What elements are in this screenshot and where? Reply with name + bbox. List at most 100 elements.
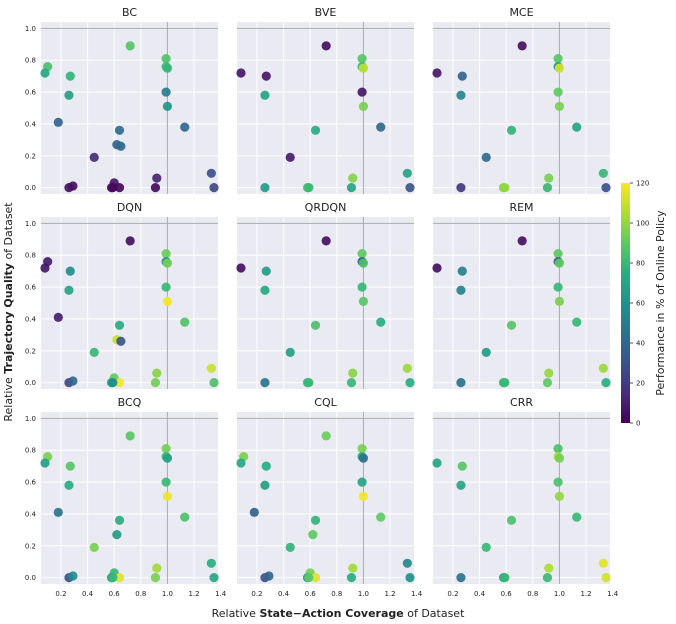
data-point [432, 263, 442, 273]
data-point [348, 563, 358, 573]
data-point [506, 320, 517, 330]
data-point [152, 368, 162, 378]
x-tick-label: 1.2 [384, 590, 395, 598]
data-point [544, 173, 554, 183]
data-point [236, 263, 246, 273]
data-point [114, 183, 125, 193]
panel-background [237, 217, 414, 389]
data-point [68, 181, 78, 191]
data-point [125, 431, 135, 441]
data-point [89, 542, 99, 552]
x-tick-label: 0.2 [447, 590, 458, 598]
data-point [348, 173, 358, 183]
y-tick-label: 0.8 [25, 57, 36, 65]
y-tick-label: 1.0 [25, 220, 36, 228]
data-point [598, 168, 608, 178]
panel-title: BVE [315, 6, 337, 19]
data-point [162, 491, 173, 502]
x-tick-label: 0.8 [527, 590, 538, 598]
data-point [432, 458, 442, 468]
colorbar-tick-label: 0 [636, 420, 640, 428]
data-point [432, 68, 442, 78]
data-point [456, 378, 466, 388]
data-point [321, 431, 331, 441]
data-point [65, 266, 75, 276]
panel-background [433, 22, 610, 194]
data-point [236, 68, 246, 78]
data-point [402, 558, 412, 568]
data-point [456, 480, 466, 490]
data-point [554, 101, 565, 112]
data-point [481, 542, 491, 552]
data-point [601, 183, 611, 193]
data-point [180, 317, 190, 327]
data-point [152, 173, 162, 183]
data-point [456, 285, 466, 295]
panels-group: BC 0.0 0.2 0.4 0.6 0.8 1.0 BVE MCE DQN 0.0 0.2 0.4 0.… [25, 6, 619, 598]
y-tick-label: 0.2 [25, 542, 36, 550]
data-point [358, 296, 369, 307]
data-point [162, 296, 173, 307]
data-point [553, 444, 563, 454]
data-point [376, 512, 386, 522]
data-point [405, 573, 415, 583]
data-point [108, 378, 118, 388]
panel-title: MCE [509, 6, 533, 19]
y-axis-label: Relative Trajectory Quality of Dataset [2, 202, 15, 422]
data-point [236, 458, 246, 468]
data-point [260, 90, 270, 100]
panel-title: REM [509, 201, 533, 214]
data-point [206, 558, 216, 568]
data-point [310, 125, 321, 135]
data-point [457, 461, 467, 471]
data-point [180, 512, 190, 522]
data-point [260, 378, 270, 388]
data-point [304, 378, 314, 388]
data-point [53, 312, 63, 322]
data-point [125, 41, 135, 51]
colorbar: 0 20 40 60 80 100 120 [621, 180, 649, 428]
data-point [304, 573, 314, 583]
y-tick-label: 0.2 [25, 152, 36, 160]
x-tick-label: 1.4 [607, 590, 619, 598]
data-point [308, 530, 318, 540]
data-point [553, 249, 563, 259]
data-point [53, 117, 63, 127]
data-point [554, 63, 565, 73]
data-point [260, 285, 270, 295]
panel-bcq: BCQ 0.0 0.2 0.4 0.6 0.8 1.0 0.2 0.4 0.6 0.8 1.0 1.2 1… [25, 396, 227, 598]
data-point [598, 363, 608, 373]
data-point [161, 249, 171, 259]
data-point [376, 317, 386, 327]
colorbar-tick-label: 80 [636, 260, 645, 268]
panel-title: QRDQN [305, 201, 347, 214]
data-point [544, 368, 554, 378]
data-point [553, 87, 563, 97]
data-point [114, 515, 125, 525]
data-point [310, 515, 321, 525]
data-point [357, 282, 367, 292]
panel-background [433, 217, 610, 389]
data-point [346, 378, 357, 388]
y-tick-label: 0.6 [25, 284, 37, 292]
panel-cql: CQL 0.2 0.4 0.6 0.8 1.0 1.2 1.4 [236, 396, 423, 598]
data-point [125, 236, 135, 246]
data-point [264, 571, 274, 581]
colorbar-tick-label: 100 [636, 220, 649, 228]
data-point [554, 296, 565, 307]
panel-bve: BVE [236, 6, 415, 194]
data-point [310, 320, 321, 330]
data-point [544, 563, 554, 573]
x-tick-label: 0.4 [82, 590, 94, 598]
data-point [357, 87, 367, 97]
data-point [68, 376, 78, 386]
data-point [162, 258, 173, 268]
data-point [64, 90, 74, 100]
x-tick-label: 0.2 [251, 590, 262, 598]
x-tick-label: 0.2 [55, 590, 66, 598]
data-point [542, 183, 553, 193]
data-point [209, 573, 219, 583]
data-point [161, 54, 171, 64]
data-point [601, 378, 611, 388]
x-tick-label: 0.6 [501, 590, 513, 598]
